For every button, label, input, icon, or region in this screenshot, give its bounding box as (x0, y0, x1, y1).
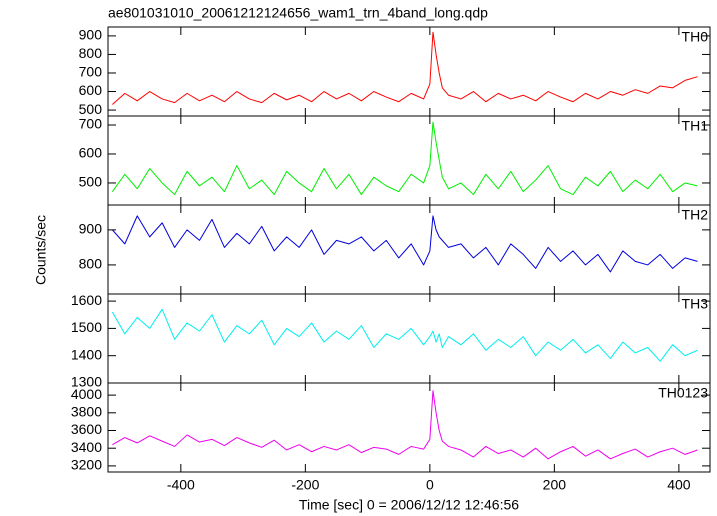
y-tick-label: 4000 (71, 386, 102, 402)
x-tick-label: 400 (667, 477, 691, 493)
x-tick-label: -200 (291, 477, 319, 493)
y-tick-label: 900 (79, 221, 103, 237)
y-tick-label: 1400 (71, 346, 102, 362)
y-tick-label: 1600 (71, 292, 102, 308)
x-axis-label: Time [sec] 0 = 2006/12/12 12:46:56 (299, 497, 519, 513)
y-tick-label: 3400 (71, 439, 102, 455)
panel-label: TH0 (682, 29, 709, 45)
panel-frame (107, 293, 711, 384)
light-curve (111, 121, 698, 196)
x-tick-label: 0 (426, 477, 434, 493)
y-tick-label: 3800 (71, 404, 102, 420)
y-tick-label: 800 (79, 45, 103, 61)
y-tick-label: 900 (79, 27, 103, 43)
y-tick-label: 600 (79, 82, 103, 98)
panel-frame (107, 382, 711, 473)
light-curve (111, 215, 698, 273)
y-tick-label: 700 (79, 116, 103, 132)
light-curve (111, 308, 698, 362)
y-tick-label: 1500 (71, 319, 102, 335)
light-curve (112, 31, 698, 105)
y-tick-label: 800 (79, 256, 103, 272)
panel-frame (107, 115, 711, 206)
panel-label: TH1 (682, 118, 709, 134)
panel-frame (107, 26, 711, 117)
panel-label: TH3 (682, 296, 709, 312)
y-tick-label: 600 (79, 145, 103, 161)
light-curve (112, 390, 698, 460)
y-tick-label: 1300 (71, 374, 102, 390)
y-tick-label: 500 (79, 101, 103, 117)
y-axis-label: Counts/sec (33, 215, 49, 285)
chart-title: ae801031010_20061212124656_wam1_trn_4ban… (108, 5, 488, 21)
panel-frame (107, 204, 711, 295)
x-tick-label: 200 (543, 477, 567, 493)
panel-label: TH2 (682, 207, 709, 223)
y-tick-label: 3600 (71, 421, 102, 437)
panel-label: TH0123 (658, 385, 708, 401)
y-tick-label: 3200 (71, 457, 102, 473)
x-tick-label: -400 (167, 477, 195, 493)
y-tick-label: 700 (79, 64, 103, 80)
y-tick-label: 500 (79, 174, 103, 190)
